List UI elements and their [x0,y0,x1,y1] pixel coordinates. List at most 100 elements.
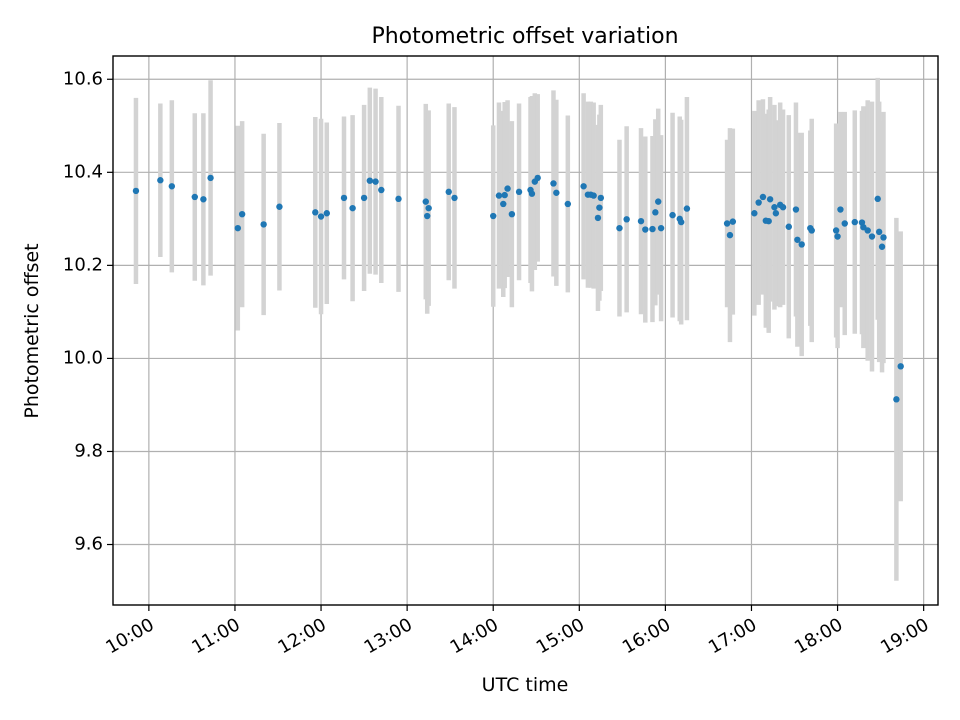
data-point [594,214,602,222]
plot-frame [112,55,939,606]
data-point [874,195,881,203]
x-tick-label: 15:00 [533,614,588,658]
data-point [553,189,560,196]
data-point [755,199,762,206]
data-point [655,198,662,205]
data-point [528,190,536,197]
data-point [550,180,557,187]
data-point [864,227,871,234]
data-point [312,209,319,216]
data-point [580,183,587,190]
data-point [808,227,815,234]
data-point [766,196,774,203]
data-point [378,186,385,194]
data-point [323,210,330,217]
data-point [794,236,801,243]
data-point [832,227,840,234]
data-point [683,205,691,212]
data-point [729,218,737,225]
data-point [451,194,458,202]
data-point [340,194,348,202]
data-point [445,188,452,196]
data-point [191,193,198,201]
data-point [878,243,886,250]
data-points [132,174,904,403]
data-point [851,218,858,226]
data-point [349,204,356,212]
data-point [837,206,844,213]
data-point [157,177,164,184]
data-point [841,220,848,227]
data-point [495,192,503,199]
data-point [490,212,497,220]
x-tick-label: 11:00 [188,614,243,658]
data-point [771,204,778,211]
x-axis-ticks: 10:00 11:00 12:00 13:00 14:00 15:00 16:00 17:00… [102,605,933,658]
data-point [723,220,731,227]
data-point [395,195,402,203]
data-point [897,363,904,370]
data-point [798,241,805,248]
data-point [238,210,246,218]
data-point [168,183,176,190]
y-tick-label: 9.6 [74,534,103,555]
data-point [875,228,883,236]
data-point [637,217,645,225]
data-point [207,174,214,182]
data-point [564,200,572,208]
data-point [785,223,792,230]
data-point [132,187,140,195]
y-axis-label: Photometric offset [21,243,43,418]
y-tick-label: 10.2 [63,254,103,275]
x-tick-label: 19:00 [877,614,932,658]
data-point [200,196,207,203]
data-point [765,217,772,225]
y-axis-ticks: 9.6 9.8 10.0 10.2 10.4 10.6 [63,68,113,555]
x-tick-label: 16:00 [619,614,674,658]
x-tick-label: 10:00 [102,614,157,658]
data-point [500,200,507,208]
data-point [880,234,887,241]
data-point [422,198,429,205]
data-point [649,225,656,233]
error-bars [133,77,903,581]
data-point [425,204,432,212]
x-tick-label: 13:00 [361,614,416,658]
chart-title: Photometric offset variation [371,24,678,49]
data-point [515,188,523,196]
data-point [751,210,758,217]
data-point [868,233,876,240]
data-point [590,192,597,199]
data-point [508,210,516,218]
data-point [657,224,665,232]
data-point [276,203,283,210]
data-point [234,224,242,232]
y-tick-label: 10.0 [63,347,103,368]
data-point [372,178,379,185]
x-tick-label: 17:00 [705,614,760,658]
x-tick-label: 14:00 [447,614,502,658]
data-point [792,206,800,213]
data-point [360,194,368,202]
data-point [772,210,780,217]
data-point [669,211,676,219]
data-point [726,231,734,239]
data-point [779,204,787,211]
y-tick-label: 9.8 [74,440,103,461]
data-point [652,209,659,216]
data-point [504,185,511,192]
data-point [616,224,623,232]
x-axis-label: UTC time [482,674,569,696]
data-point [623,216,630,223]
data-point [597,194,605,202]
data-point [834,233,841,240]
data-point [260,221,267,228]
data-point [677,218,685,226]
data-point [893,396,900,403]
data-point [501,191,508,199]
x-tick-label: 18:00 [791,614,846,658]
data-point [366,177,374,184]
y-tick-label: 10.4 [63,161,103,182]
data-point [759,193,767,201]
